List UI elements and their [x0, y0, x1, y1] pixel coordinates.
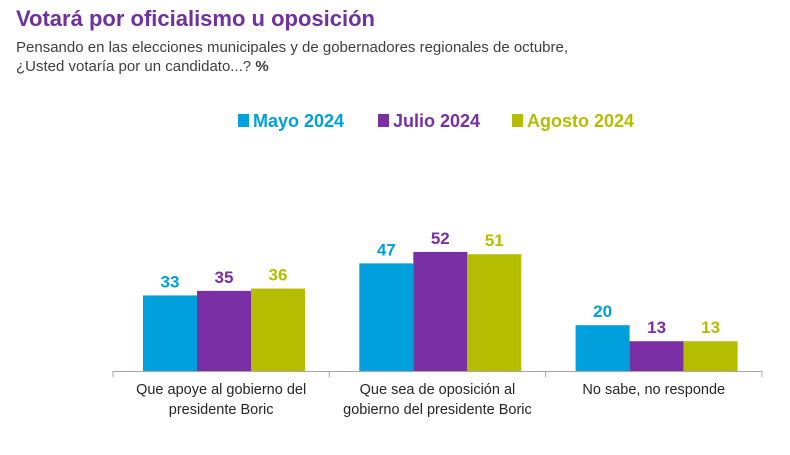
x-tick-label: gobierno del presidente Boric — [343, 402, 532, 418]
legend-swatch — [238, 114, 249, 127]
bar — [251, 288, 305, 371]
legend-label: Julio 2024 — [393, 111, 480, 131]
subtitle-line-2: ¿Usted votaría por un candidato...? — [16, 58, 252, 75]
subtitle-unit: % — [255, 58, 269, 75]
x-tick-label: No sabe, no responde — [582, 382, 725, 398]
bar — [575, 325, 630, 371]
data-label: 13 — [647, 318, 666, 337]
chart-title: Votará por oficialismo u oposición — [16, 6, 375, 31]
bar — [197, 290, 251, 371]
data-label: 35 — [215, 268, 234, 287]
legend-label: Agosto 2024 — [527, 111, 634, 131]
data-label: 36 — [269, 266, 288, 285]
data-label: 20 — [593, 302, 612, 321]
bar — [143, 295, 197, 371]
bar — [683, 341, 738, 371]
data-label: 52 — [431, 229, 450, 248]
data-label: 33 — [161, 272, 180, 291]
bar — [359, 263, 414, 371]
data-label: 47 — [377, 240, 396, 259]
bar — [629, 341, 684, 371]
bar — [467, 254, 522, 371]
legend-label: Mayo 2024 — [253, 111, 344, 131]
subtitle-line-1: Pensando en las elecciones municipales y… — [16, 39, 569, 56]
data-label: 13 — [701, 318, 720, 337]
bar — [413, 251, 468, 371]
x-tick-label: Que sea de oposición al — [360, 382, 516, 398]
legend-swatch — [378, 114, 389, 127]
legend-swatch — [512, 114, 523, 127]
data-label: 51 — [485, 231, 504, 250]
x-tick-label: presidente Boric — [169, 402, 274, 418]
chart-subtitle: Pensando en las elecciones municipales y… — [16, 38, 656, 76]
x-tick-label: Que apoye al gobierno del — [136, 382, 306, 398]
